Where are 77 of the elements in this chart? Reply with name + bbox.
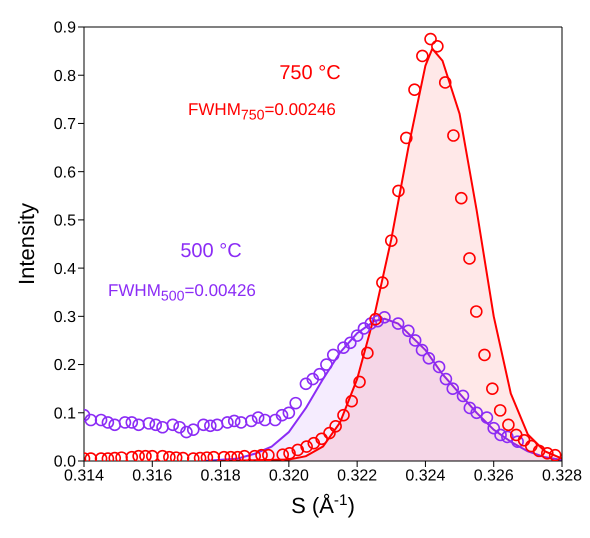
point (501, 430, 514, 444)
point (487, 422, 500, 435)
point (320, 358, 333, 371)
point (511, 435, 524, 448)
x-tick-label: 0.320 (268, 467, 309, 484)
point (126, 416, 138, 429)
point (258, 414, 272, 426)
x-tick-label: 0.324 (405, 467, 446, 484)
point (234, 416, 248, 429)
point (102, 416, 114, 429)
point (282, 406, 296, 420)
point (432, 360, 446, 374)
point (358, 322, 370, 335)
x-tick-label: 0.316 (132, 467, 172, 484)
y-tick-label: 0.9 (54, 20, 76, 37)
point (221, 416, 234, 429)
point (456, 390, 470, 402)
point (173, 420, 186, 434)
point (156, 420, 169, 434)
y-tick-label: 0.6 (54, 164, 76, 182)
point (210, 418, 224, 432)
point (306, 372, 320, 386)
point (470, 406, 483, 420)
point (149, 418, 162, 432)
point (337, 341, 350, 354)
y-tick-label: 0.4 (54, 260, 76, 278)
point (245, 414, 258, 428)
y-axis-title: Intensity (14, 203, 39, 285)
point (132, 418, 145, 432)
point (344, 336, 357, 350)
point (494, 428, 507, 442)
y-tick-label: 0.5 (54, 212, 76, 230)
point (402, 324, 415, 338)
annotation: FWHM$_{750}$=0.00246 (188, 100, 336, 124)
point (197, 418, 210, 432)
x-tick-label: 0.326 (474, 467, 514, 484)
y-tick-label: 0.8 (54, 68, 76, 85)
annotation: 500 °C (180, 240, 242, 263)
point (252, 411, 264, 424)
x-tick-label: 0.328 (542, 467, 582, 484)
point (180, 426, 193, 438)
point (392, 317, 404, 330)
point (422, 352, 436, 365)
x-tick-label: 0.322 (337, 467, 378, 484)
point (480, 411, 494, 424)
y-tick-label: 0.1 (54, 405, 76, 422)
y-tick-label: 0.3 (54, 309, 76, 326)
point (300, 378, 312, 390)
point (313, 368, 326, 380)
point (408, 334, 422, 347)
point (364, 317, 378, 330)
point (166, 418, 180, 432)
point (350, 329, 364, 342)
y-tick-label: 0.7 (54, 116, 76, 134)
point (142, 417, 156, 430)
point (84, 414, 98, 426)
annotation: FWHM$_{500}$=0.00426 (108, 281, 256, 304)
point (289, 396, 302, 410)
point (268, 414, 282, 426)
point (186, 423, 200, 436)
x-tick-label: 0.318 (200, 467, 241, 484)
point (276, 408, 288, 422)
point (108, 418, 122, 432)
point (326, 348, 340, 362)
point (416, 344, 428, 356)
point (464, 402, 476, 414)
point (378, 311, 391, 324)
point (446, 382, 460, 395)
x-tick-label: 0.314 (64, 467, 104, 484)
y-tick-label: 0.2 (54, 357, 76, 374)
point (440, 372, 452, 386)
annotation: 750 °C (279, 62, 341, 85)
point (204, 420, 217, 432)
point (118, 416, 132, 429)
x-axis-title: S (Å$^{-1}$) (291, 492, 355, 518)
point (94, 414, 108, 426)
point (228, 414, 241, 428)
